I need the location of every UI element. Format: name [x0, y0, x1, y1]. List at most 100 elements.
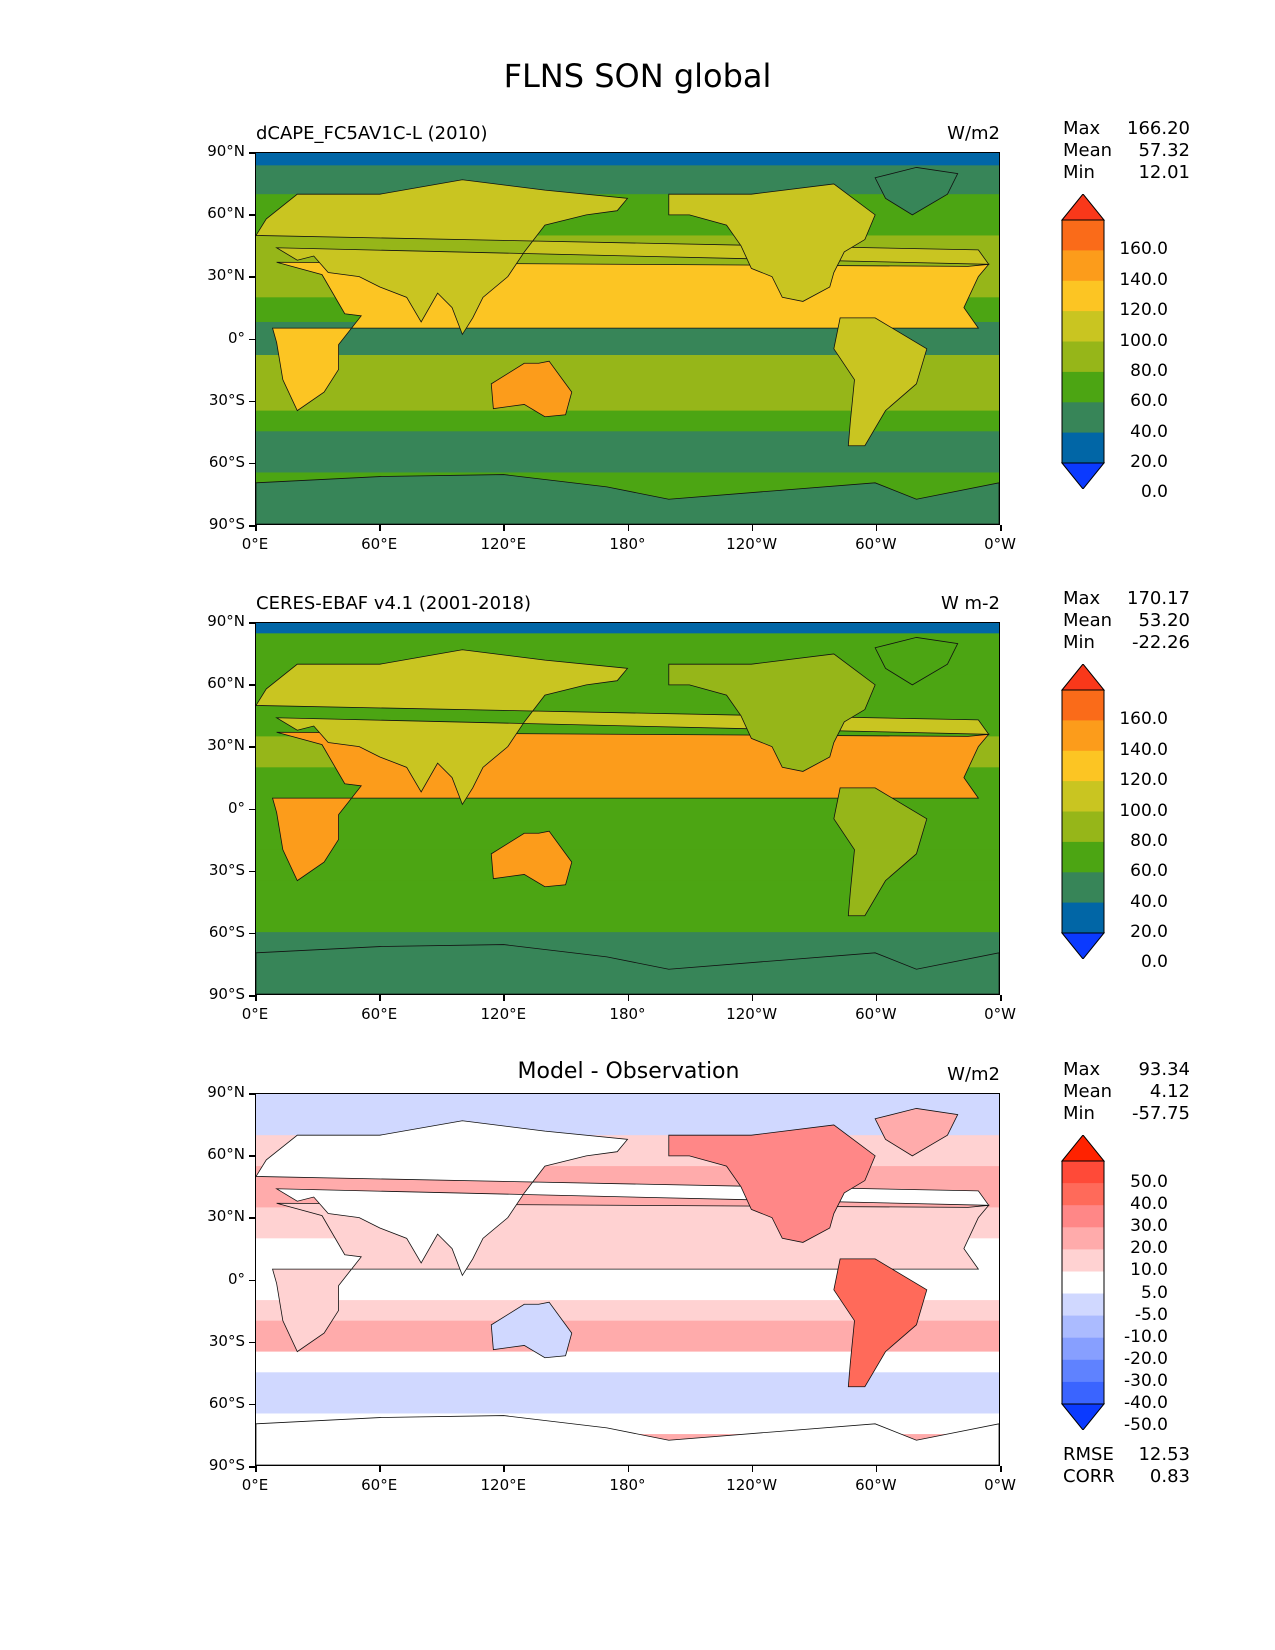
stat-label: Max	[1063, 1059, 1101, 1080]
lon-tick	[1000, 525, 1002, 531]
antarctica-outline	[256, 944, 999, 994]
stat-value: 93.34	[1138, 1059, 1190, 1080]
lon-tick-label: 60°W	[855, 1005, 897, 1023]
stat-row: RMSE 12.53	[1063, 1444, 1190, 1466]
lat-tick	[249, 995, 255, 997]
stats-block: Max 93.34 Mean 4.12 Min -57.75	[1063, 1059, 1190, 1125]
australia-outline	[490, 360, 573, 418]
lat-tick-label: 0°	[227, 328, 245, 347]
colorbar-segment	[1062, 1337, 1104, 1361]
lon-tick-label: 120°W	[726, 1005, 778, 1023]
colorbar	[1060, 664, 1106, 959]
stat-row: Max 170.17	[1063, 588, 1190, 610]
colorbar-segment	[1062, 1293, 1104, 1317]
units-label: W m-2	[940, 593, 1000, 614]
colorbar-segment	[1062, 872, 1104, 904]
colorbar-tick-label: 100.0	[1119, 330, 1168, 351]
colorbar-tick-label: 20.0	[1130, 922, 1168, 942]
colorbar-segment	[1062, 311, 1104, 342]
lat-tick-label: 30°S	[208, 860, 245, 879]
lon-tick	[255, 525, 257, 531]
field-band	[256, 1300, 999, 1322]
lat-tick	[249, 622, 255, 624]
lat-tick	[249, 746, 255, 748]
greenland-outline	[874, 167, 959, 216]
stat-label: Min	[1063, 162, 1095, 183]
colorbar-segment	[1062, 220, 1104, 251]
lon-tick	[627, 1466, 629, 1472]
colorbar-segment	[1062, 280, 1104, 312]
lon-tick-label: 120°E	[480, 1005, 527, 1023]
colorbar-segment	[1062, 1381, 1104, 1405]
colorbar-tick-label: 40.0	[1130, 421, 1168, 442]
lon-tick-label: 60°E	[361, 1476, 398, 1494]
colorbar-tick-label: 40.0	[1130, 1194, 1168, 1215]
lat-tick	[249, 808, 255, 810]
lon-tick	[1000, 995, 1002, 1001]
stat-row: CORR 0.83	[1063, 1466, 1190, 1488]
lat-tick	[249, 1466, 255, 1468]
stat-row: Mean 4.12	[1063, 1081, 1190, 1103]
lat-tick	[249, 525, 255, 527]
lat-tick	[249, 400, 255, 403]
lat-tick-label: 0°	[227, 1269, 245, 1288]
stat-value: 4.12	[1149, 1081, 1190, 1102]
lon-tick	[255, 995, 257, 1001]
stat-label: Mean	[1063, 140, 1113, 161]
stats-block: Max 170.17 Mean 53.20 Min -22.26	[1063, 588, 1190, 654]
australia-outline	[490, 1301, 573, 1359]
lon-tick	[751, 995, 754, 1001]
field-band	[256, 153, 999, 166]
colorbar-segment	[1062, 841, 1104, 873]
lat-tick	[249, 1155, 255, 1157]
lat-tick	[249, 276, 255, 278]
lon-tick	[379, 995, 381, 1001]
lat-tick-label: 60°S	[208, 922, 245, 941]
colorbar-extend-min	[1060, 932, 1106, 959]
stat-label: Min	[1063, 1103, 1095, 1124]
n-america-outline	[668, 1124, 876, 1243]
colorbar-tick-label: 5.0	[1140, 1282, 1168, 1303]
map-plot	[255, 622, 1000, 995]
colorbar-extend-max	[1060, 194, 1106, 221]
stat-row: Min -22.26	[1063, 632, 1190, 654]
stat-label: Mean	[1063, 1081, 1113, 1102]
field-band	[256, 1351, 999, 1373]
lon-tick-label: 60°E	[361, 1005, 398, 1023]
greenland-outline	[874, 637, 959, 686]
colorbar-segment	[1062, 1227, 1104, 1250]
field-band	[256, 165, 999, 195]
lat-tick	[249, 684, 255, 686]
stat-value: 170.17	[1127, 588, 1190, 609]
colorbar-tick-label: 140.0	[1119, 739, 1168, 760]
stat-label: RMSE	[1063, 1444, 1114, 1465]
lat-tick	[249, 152, 255, 154]
lon-tick-label: 0°W	[984, 1005, 1016, 1023]
lon-tick	[875, 525, 878, 531]
lon-tick	[503, 525, 505, 531]
s-america-outline	[833, 1258, 928, 1388]
stat-label: Mean	[1063, 610, 1113, 631]
stat-row: Mean 53.20	[1063, 610, 1190, 632]
map-plot	[255, 152, 1000, 525]
lat-tick	[249, 462, 255, 465]
lat-tick-label: 90°N	[207, 142, 245, 160]
colorbar-tick-label: 10.0	[1130, 1260, 1168, 1281]
panel-title: Model - Observation	[517, 1059, 740, 1084]
lon-tick	[1000, 1466, 1002, 1472]
s-america-outline	[833, 317, 928, 447]
lat-tick	[249, 338, 255, 340]
lon-tick-label: 120°E	[480, 535, 527, 553]
europe-asia-outline	[256, 179, 990, 336]
stat-value: 57.32	[1138, 140, 1190, 161]
panel-title: CERES-EBAF v4.1 (2001-2018)	[256, 593, 532, 614]
lon-tick	[379, 525, 381, 531]
colorbar-tick-label: -20.0	[1124, 1348, 1168, 1369]
colorbar-extend-min	[1060, 1403, 1106, 1430]
lon-tick-label: 180°	[609, 1476, 646, 1494]
stat-label: CORR	[1063, 1466, 1115, 1487]
stat-label: Max	[1063, 118, 1101, 139]
colorbar-segment	[1062, 1161, 1104, 1184]
stat-value: 166.20	[1127, 118, 1190, 139]
colorbar-segment	[1062, 690, 1104, 721]
